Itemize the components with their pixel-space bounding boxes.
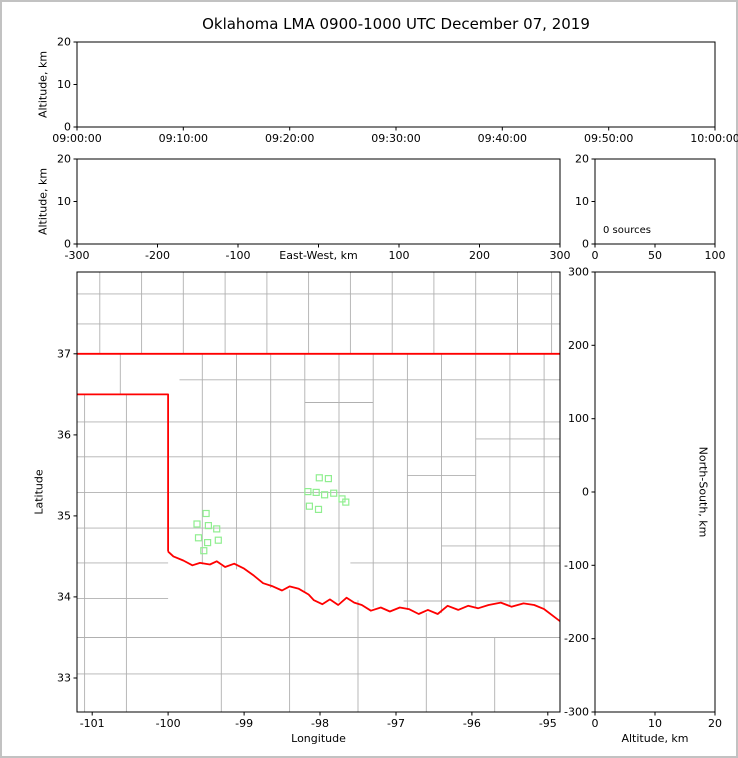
ew-height-panel: -300 -200 -100 100 200 300 0 10 20 East-West, km A… bbox=[37, 153, 571, 263]
lma-station-marker bbox=[202, 509, 210, 518]
state-border-lines bbox=[77, 352, 560, 622]
ew-height-xlabel: East-West, km bbox=[279, 249, 357, 262]
x-tick-label: 100 bbox=[705, 249, 726, 262]
time-height-ylabel: Altitude, km bbox=[37, 51, 50, 118]
map-xlabel: Longitude bbox=[291, 732, 346, 745]
lma-station-marker bbox=[315, 474, 323, 482]
y-tick-label: -200 bbox=[564, 632, 589, 645]
x-tick-label: 50 bbox=[648, 249, 662, 262]
lma-station-marker bbox=[213, 525, 221, 533]
x-tick-label: 100 bbox=[389, 249, 410, 262]
lma-station-markers bbox=[193, 474, 350, 555]
x-tick-label: 09:40:00 bbox=[478, 132, 527, 145]
lma-station-marker bbox=[312, 488, 320, 496]
y-tick-label: 0 bbox=[582, 238, 589, 251]
x-tick-label: -101 bbox=[80, 717, 105, 730]
map-panel: -101 -100 -99 -98 -97 -96 -95 33 34 35 36 37 Longitu… bbox=[33, 271, 561, 745]
ew-height-frame bbox=[76, 158, 561, 245]
alt-hist-plot-area: 0 sources bbox=[603, 225, 651, 236]
lma-station-marker bbox=[330, 489, 338, 497]
figure-title: Oklahoma LMA 0900-1000 UTC December 07, … bbox=[202, 15, 590, 33]
x-tick-label: -99 bbox=[235, 717, 253, 730]
ns-height-panel: 0 10 20 -300 -200 -100 0 100 200 300 Altitude, km N… bbox=[564, 266, 722, 746]
lma-station-marker bbox=[200, 547, 208, 555]
x-tick-label: 0 bbox=[592, 717, 599, 730]
lma-station-marker bbox=[342, 498, 350, 506]
lma-station-marker bbox=[314, 505, 323, 513]
state-border-line bbox=[77, 393, 169, 552]
x-tick-label: 09:00:00 bbox=[52, 132, 101, 145]
y-tick-label: 20 bbox=[57, 153, 71, 166]
y-tick-label: 200 bbox=[568, 339, 589, 352]
lma-station-marker bbox=[305, 502, 313, 510]
x-tick-label: 09:50:00 bbox=[584, 132, 633, 145]
x-tick-label: 20 bbox=[708, 717, 722, 730]
y-tick-label: 34 bbox=[57, 590, 71, 603]
x-tick-label: 200 bbox=[469, 249, 490, 262]
lma-station-marker bbox=[324, 475, 332, 483]
x-tick-label: -300 bbox=[65, 249, 90, 262]
x-tick-label: 09:20:00 bbox=[265, 132, 314, 145]
x-tick-label: -200 bbox=[145, 249, 170, 262]
ns-height-ylabel: North-South, km bbox=[697, 447, 710, 538]
y-tick-label: 20 bbox=[575, 153, 589, 166]
lma-station-marker bbox=[214, 536, 222, 544]
y-tick-label: 0 bbox=[64, 238, 71, 251]
y-tick-label: 35 bbox=[57, 509, 71, 522]
y-tick-label: -100 bbox=[564, 559, 589, 572]
y-tick-label: 10 bbox=[57, 78, 71, 91]
y-tick-label: 10 bbox=[575, 195, 589, 208]
y-tick-label: 0 bbox=[64, 121, 71, 134]
x-tick-label: 10:00:00 bbox=[690, 132, 738, 145]
y-tick-label: 10 bbox=[57, 195, 71, 208]
y-tick-label: 300 bbox=[568, 266, 589, 279]
lma-station-marker bbox=[304, 488, 312, 496]
x-tick-label: -95 bbox=[539, 717, 557, 730]
x-tick-label: -100 bbox=[226, 249, 251, 262]
x-tick-label: 0 bbox=[592, 249, 599, 262]
y-tick-label: 100 bbox=[568, 412, 589, 425]
x-tick-label: 300 bbox=[550, 249, 571, 262]
x-tick-label: 09:30:00 bbox=[371, 132, 420, 145]
x-tick-label: -97 bbox=[387, 717, 405, 730]
lma-station-marker bbox=[321, 491, 329, 499]
y-tick-label: 0 bbox=[582, 486, 589, 499]
y-tick-label: 37 bbox=[57, 347, 71, 360]
county-boundary-lines bbox=[77, 272, 560, 712]
x-tick-label: -96 bbox=[463, 717, 481, 730]
sources-count-label: 0 sources bbox=[603, 225, 651, 236]
lma-station-marker bbox=[204, 522, 212, 530]
lma-station-marker bbox=[203, 539, 212, 547]
map-frame bbox=[76, 271, 561, 713]
map-ylabel: Latitude bbox=[33, 469, 46, 515]
y-tick-label: 33 bbox=[57, 672, 71, 685]
y-tick-label: 36 bbox=[57, 428, 71, 441]
ns-height-xlabel: Altitude, km bbox=[621, 732, 688, 745]
map-plot-area bbox=[77, 272, 560, 712]
x-tick-label: 10 bbox=[648, 717, 662, 730]
y-tick-label: -300 bbox=[564, 706, 589, 719]
lma-station-marker bbox=[194, 534, 203, 542]
alt-hist-panel: 0 sources 0 50 100 0 10 20 bbox=[575, 153, 726, 263]
time-height-frame bbox=[76, 41, 716, 128]
x-tick-label: 09:10:00 bbox=[159, 132, 208, 145]
x-tick-label: -100 bbox=[156, 717, 181, 730]
time-height-panel: 09:00:00 09:10:00 09:20:00 09:30:00 09:40:00… bbox=[37, 36, 738, 146]
ew-height-ylabel: Altitude, km bbox=[37, 168, 50, 235]
lma-station-marker bbox=[193, 520, 201, 528]
state-border-line bbox=[167, 550, 560, 622]
y-tick-label: 20 bbox=[57, 36, 71, 49]
x-tick-label: -98 bbox=[311, 717, 329, 730]
